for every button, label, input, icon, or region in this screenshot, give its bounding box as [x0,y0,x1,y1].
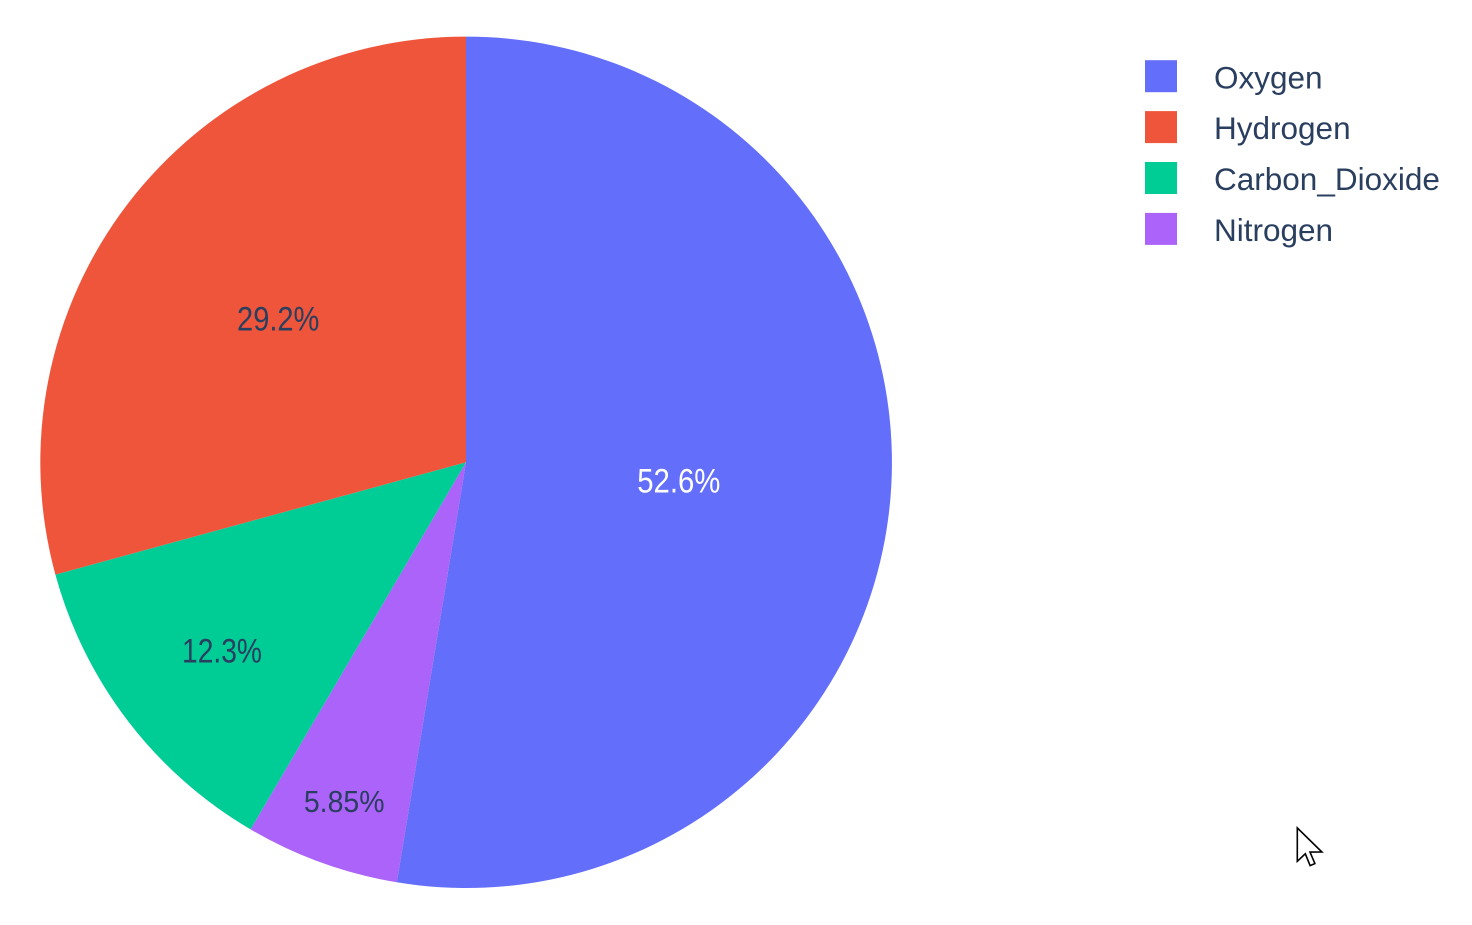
svg-text:12.3%: 12.3% [182,632,262,670]
svg-text:Nitrogen: Nitrogen [1214,212,1333,248]
svg-text:Oxygen: Oxygen [1214,59,1323,95]
svg-text:5.85%: 5.85% [304,784,385,819]
svg-text:Hydrogen: Hydrogen [1214,110,1351,146]
svg-text:52.6%: 52.6% [637,462,720,500]
svg-text:Carbon_Dioxide: Carbon_Dioxide [1214,161,1440,197]
svg-text:29.2%: 29.2% [237,300,319,338]
